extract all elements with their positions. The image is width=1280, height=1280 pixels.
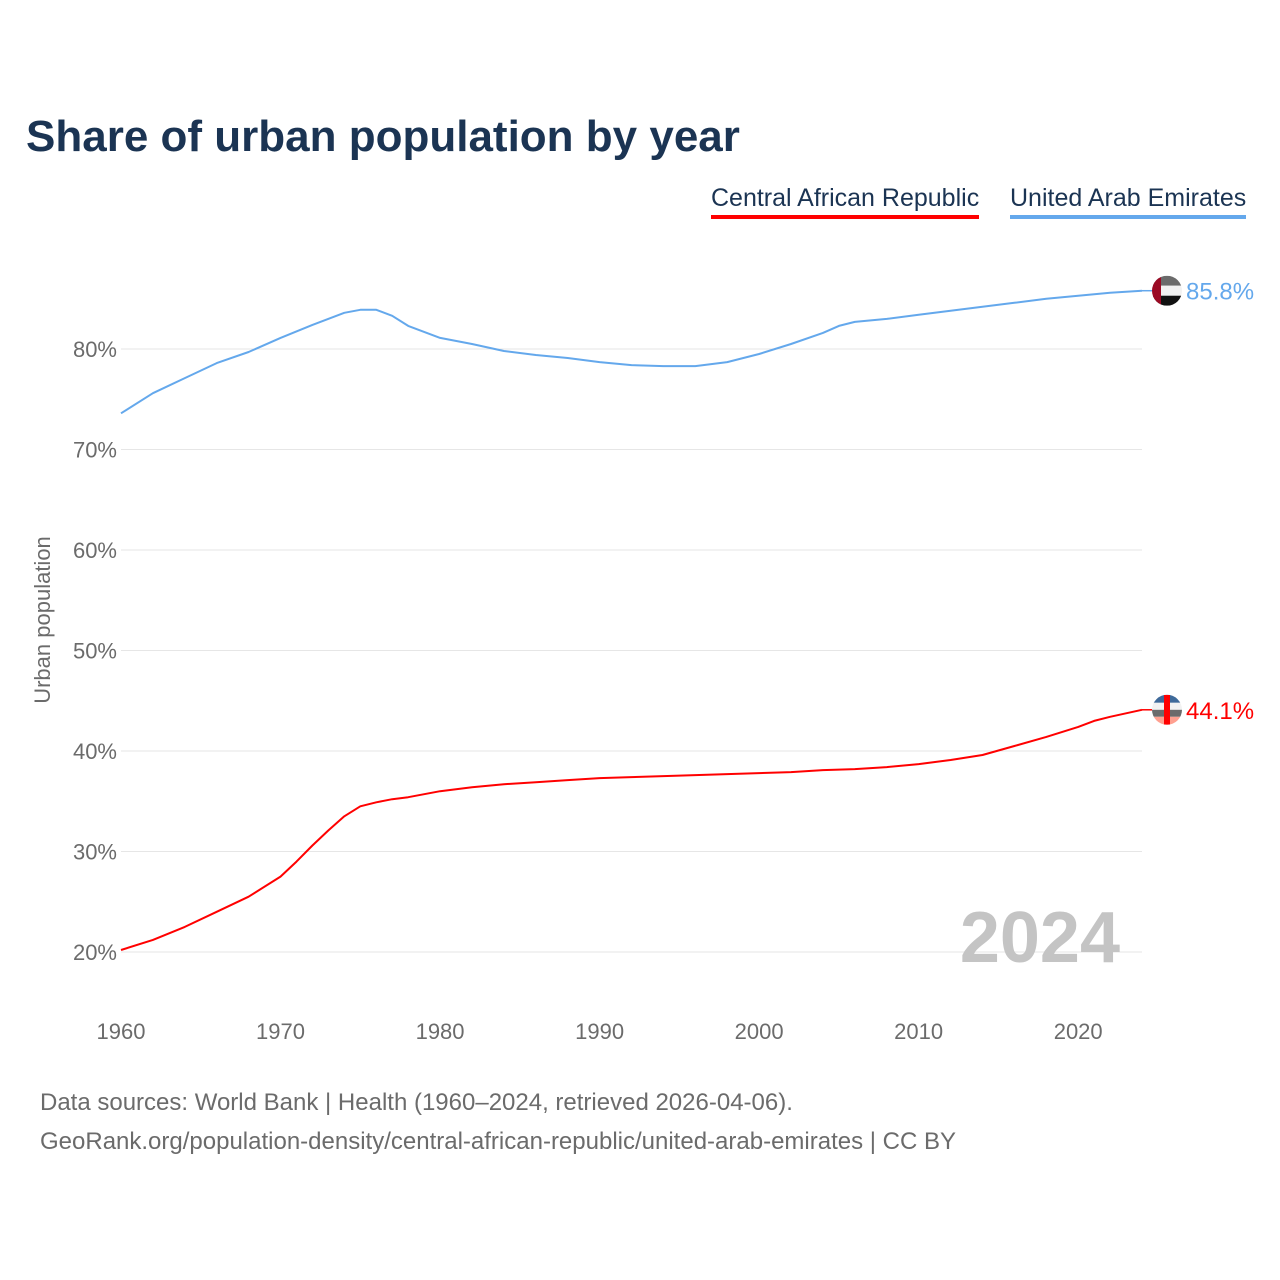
x-tick-label: 1960: [97, 1019, 146, 1044]
end-value-label: 44.1%: [1186, 698, 1254, 725]
y-axis-label: Urban population: [30, 536, 55, 704]
y-tick-label: 20%: [73, 940, 117, 965]
year-watermark: 2024: [960, 898, 1120, 978]
flag-united-arab-emirates-icon: [1152, 275, 1182, 306]
source-url-text: GeoRank.org/population-density/central-a…: [40, 1128, 957, 1155]
legend-central-african-republic[interactable]: Central African Republic: [711, 184, 980, 219]
x-tick-label: 1970: [256, 1019, 305, 1044]
series-line-central-african-republic: [120, 708, 1143, 951]
y-tick-label: 70%: [73, 438, 117, 463]
x-tick-label: 1990: [575, 1019, 624, 1044]
y-tick-label: 80%: [73, 337, 117, 362]
end-value-label: 85.8%: [1186, 279, 1254, 306]
legend-united-arab-emirates[interactable]: United Arab Emirates: [1010, 184, 1247, 219]
chart-title: Share of urban population by year: [26, 112, 740, 161]
series-line-united-arab-emirates: [120, 289, 1143, 415]
y-tick-label: 40%: [73, 739, 117, 764]
flag-central-african-republic-icon: [1152, 694, 1182, 725]
y-tick-label: 30%: [73, 840, 117, 865]
y-tick-label: 60%: [73, 538, 117, 563]
x-tick-label: 2010: [894, 1019, 943, 1044]
x-tick-label: 2020: [1054, 1019, 1103, 1044]
data-source-text: Data sources: World Bank | Health (1960–…: [40, 1089, 793, 1116]
x-tick-label: 1980: [416, 1019, 465, 1044]
y-tick-label: 50%: [73, 639, 117, 664]
x-tick-label: 2000: [735, 1019, 784, 1044]
